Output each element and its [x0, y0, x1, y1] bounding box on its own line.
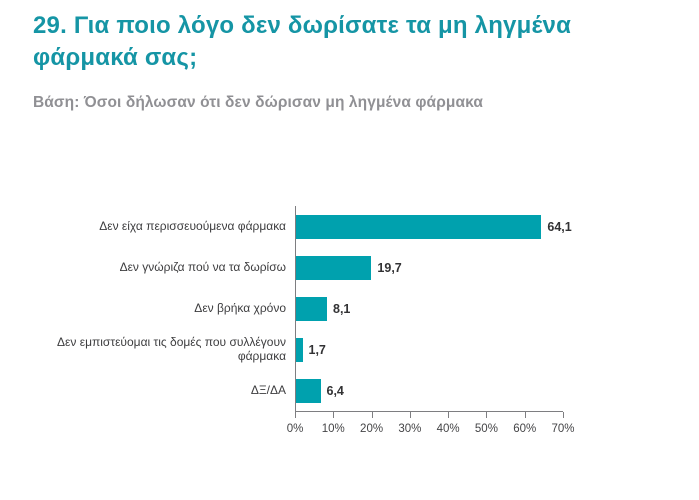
value-label: 64,1: [547, 219, 572, 234]
axis-tick: [448, 412, 450, 418]
bar-track: 8,1: [295, 288, 564, 329]
axis-tick-label: 30%: [398, 423, 422, 435]
category-label: Δεν βρήκα χρόνο: [194, 300, 286, 315]
bar-track: 64,1: [295, 206, 572, 247]
bar-row: ΔΞ/ΔΑ 6,4: [26, 370, 564, 411]
value-label: 19,7: [377, 260, 402, 275]
axis-tick-label: 10%: [321, 423, 345, 435]
bar: [296, 378, 321, 403]
bar-track: 6,4: [295, 370, 564, 411]
axis-tick-label: 0%: [286, 423, 304, 435]
bar: [296, 337, 303, 362]
axis-tick: [371, 412, 373, 418]
base-note: Βάση: Όσοι δήλωσαν ότι δεν δώρισαν μη λη…: [33, 94, 483, 111]
value-label: 8,1: [333, 301, 351, 316]
bar-row: Δεν είχα περισσευούμενα φάρμακα 64,1: [26, 206, 572, 247]
category-label: Δεν είχα περισσευούμενα φάρμακα: [99, 218, 286, 233]
axis-tick: [563, 412, 564, 418]
bar-row: Δεν βρήκα χρόνο 8,1: [26, 288, 564, 329]
bar-chart: Δεν είχα περισσευούμενα φάρμακα 64,1 Δεν γ…: [26, 206, 575, 444]
axis-tick-label: 60%: [513, 423, 537, 435]
axis-tick-label: 40%: [436, 423, 460, 435]
axis-tick-label: 20%: [360, 423, 384, 435]
bar-row: Δεν εμπιστεύομαι τις δομές που συλλέγουν…: [26, 329, 564, 370]
value-label: 1,7: [308, 342, 326, 357]
value-label: 6,4: [326, 383, 344, 398]
bar: [296, 296, 327, 321]
bar-track: 19,7: [295, 247, 564, 288]
category-label: Δεν εμπιστεύομαι τις δομές που συλλέγουν…: [57, 335, 286, 363]
axis-tick: [295, 412, 296, 418]
axis-tick: [333, 412, 335, 418]
bar-row: Δεν γνώριζα πού να τα δωρίσω 19,7: [26, 247, 564, 288]
axis-tick-label: 50%: [474, 423, 498, 435]
bar-track: 1,7: [295, 329, 564, 370]
bar: [296, 214, 542, 239]
question-title: 29. Για ποιο λόγο δεν δωρίσατε τα μη ληγ…: [33, 12, 572, 71]
axis-tick: [409, 412, 411, 418]
axis-tick: [486, 412, 488, 418]
bar-rows: Δεν είχα περισσευούμενα φάρμακα 64,1 Δεν γ…: [26, 206, 572, 411]
category-label: Δεν γνώριζα πού να τα δωρίσω: [119, 259, 286, 274]
bar: [296, 255, 372, 280]
x-axis: 0% 10% 20% 30% 40% 50% 60% 70%: [287, 411, 575, 444]
axis-tick: [524, 412, 526, 418]
category-label: ΔΞ/ΔΑ: [250, 382, 286, 397]
axis-tick-label: 70%: [551, 423, 575, 435]
